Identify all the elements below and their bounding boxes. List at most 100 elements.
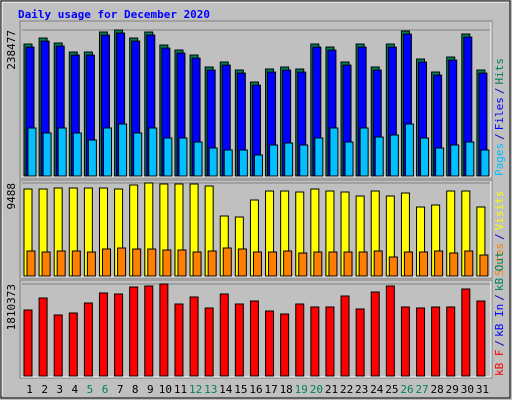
bar [449,252,459,277]
bar [101,248,111,277]
bar [129,286,139,377]
bar [189,296,199,377]
bar [268,251,278,277]
legend: Sites / Visits [493,191,506,277]
bar [162,249,172,277]
bar [373,250,383,277]
bar [234,303,244,377]
x-tick-label: 15 [234,383,247,396]
legend-entry: Visits [493,191,506,231]
x-tick-label: 18 [280,383,293,396]
x-tick-label: 14 [219,383,233,396]
bar [72,132,82,177]
bar [431,306,441,377]
bar [253,154,263,177]
bar [148,127,158,177]
x-tick-label: 26 [400,383,413,396]
y-tick-label: 1810373 [5,284,18,330]
legend-entry: kB In [493,304,506,337]
legend-separator: / [493,340,506,347]
x-tick-label: 28 [431,383,444,396]
bar [147,248,157,277]
bar [27,127,37,177]
bar [461,288,471,377]
x-tick-label: 6 [102,383,109,396]
bar [480,149,490,177]
x-tick-label: 3 [56,383,63,396]
bar [252,251,262,277]
y-tick-label: 9488 [5,183,18,210]
legend-separator: / [493,88,506,95]
bar [329,127,339,177]
bar [249,300,259,377]
bar [159,283,169,377]
bar [38,297,48,377]
bar [98,292,108,377]
bar [178,137,188,177]
bar [385,285,395,377]
bar [299,144,309,177]
bar [344,141,354,177]
x-tick-label: 4 [72,383,79,396]
bar [102,127,112,177]
bar [388,256,398,277]
x-tick-label: 8 [132,383,139,396]
x-tick-label: 2 [41,383,48,396]
bar [325,306,335,377]
bar [26,250,36,277]
bar [355,308,365,377]
bar [237,248,247,277]
bar [53,314,63,377]
bar [446,306,456,377]
x-tick-label: 22 [340,383,353,396]
bar [56,250,66,277]
x-tick-label: 12 [189,383,202,396]
bar [117,247,127,277]
bar [265,310,275,377]
x-tick-label: 30 [461,383,474,396]
bar [208,147,218,177]
x-tick-label: 7 [117,383,124,396]
bar [340,295,350,377]
x-tick-label: 29 [446,383,459,396]
x-tick-label: 20 [310,383,323,396]
bar [114,293,124,377]
chart-title: Daily usage for December 2020 [18,8,210,21]
bar [118,123,128,177]
bar [310,306,320,377]
legend-separator: / [493,233,506,240]
bar [68,312,78,377]
bar [57,127,67,177]
bar [370,291,380,377]
bar [465,141,475,177]
bar [389,134,399,177]
bar [223,149,233,177]
bar [177,249,187,277]
bar [313,251,323,277]
bar [343,251,353,277]
bar [328,251,338,277]
x-tick-label: 10 [159,383,172,396]
x-tick-label: 1 [26,383,33,396]
legend-entry: Sites [493,243,506,276]
legend-entry: kB Out [493,251,506,291]
bar [284,142,294,177]
bar [419,251,429,277]
x-tick-label: 5 [87,383,94,396]
bar [192,251,202,277]
bar [400,306,410,377]
bar [479,254,489,277]
x-tick-label: 25 [385,383,398,396]
legend-entry: Hits [493,58,506,85]
bar [86,251,96,277]
legend-entry: kB F [493,350,506,377]
bar [41,251,51,277]
bar [374,136,384,177]
bar [42,132,52,177]
bar [238,149,248,177]
x-tick-label: 19 [295,383,308,396]
x-tick-label: 11 [174,383,187,396]
bar [174,303,184,377]
